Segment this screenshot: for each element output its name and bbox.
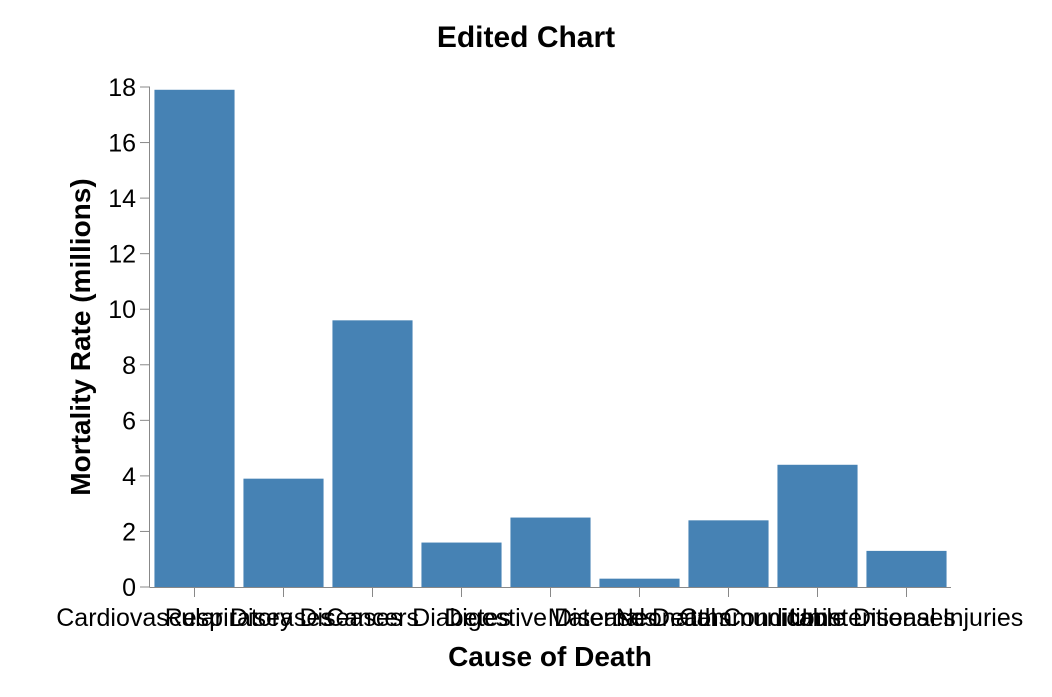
y-tick-label: 12	[108, 241, 136, 269]
x-axis-title: Cause of Death	[448, 641, 652, 672]
bar	[510, 517, 591, 587]
x-tick-label: Maternal Deaths	[548, 604, 731, 632]
x-tick-label: Neonatal Conditions	[616, 604, 841, 632]
y-tick-label: 18	[108, 74, 136, 102]
bar	[688, 520, 769, 587]
bar	[243, 478, 324, 587]
bar	[866, 550, 947, 587]
bars-layer	[154, 89, 947, 588]
chart-title: Edited Chart	[437, 21, 615, 54]
x-tick-label: Respiratory Diseases	[165, 604, 403, 632]
bar	[154, 89, 235, 588]
x-tick-label: Digestive Diseases	[444, 604, 657, 632]
y-tick-label: 2	[122, 518, 136, 546]
x-tick-label: Communicable Diseases	[679, 604, 956, 632]
y-axis-title: Mortality Rate (millions)	[65, 178, 96, 495]
bar	[777, 464, 858, 587]
y-tick-label: 16	[108, 130, 136, 158]
y-tick-label: 10	[108, 296, 136, 324]
x-tick-label: Cancers	[326, 604, 419, 632]
bar	[332, 320, 413, 587]
bar	[421, 542, 502, 587]
y-tick-label: 14	[108, 185, 136, 213]
y-axis: 0 2 4 6 8 10 12 14 16 18	[108, 74, 150, 602]
y-tick-label: 8	[122, 352, 136, 380]
x-tick-label: Cardiovascular Diseases	[56, 604, 333, 632]
x-tick-label: Diabetes	[412, 604, 511, 632]
y-tick-label: 6	[122, 407, 136, 435]
bar	[599, 578, 680, 587]
y-tick-label: 0	[122, 574, 136, 602]
x-tick-label: Unintentional Injuries	[790, 604, 1023, 632]
y-tick-label: 4	[122, 463, 136, 491]
